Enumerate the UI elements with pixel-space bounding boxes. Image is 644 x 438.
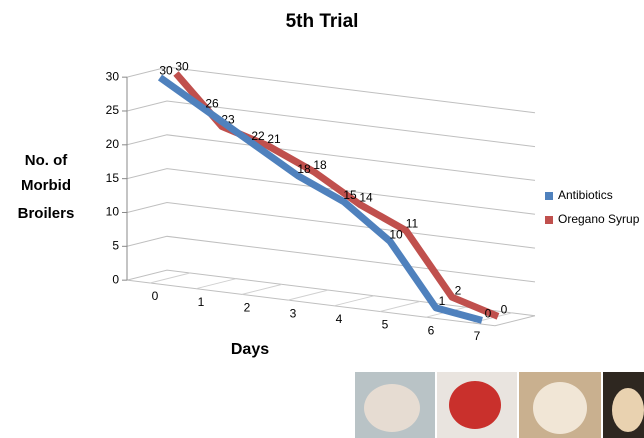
data-label: 10	[389, 228, 403, 242]
y-tick-label: 25	[106, 103, 120, 117]
x-tick-label: 4	[336, 312, 343, 326]
floor-grid	[380, 302, 420, 312]
floor-grid	[150, 273, 190, 283]
data-label: 2	[455, 283, 462, 297]
x-tick-label: 7	[474, 329, 481, 343]
data-label: 1	[439, 294, 446, 308]
data-label: 18	[297, 162, 311, 176]
y-tick-label: 30	[106, 69, 120, 83]
photo-detail	[364, 384, 420, 432]
legend-swatch	[545, 216, 553, 224]
x-tick-label: 1	[198, 295, 205, 309]
floor-grid	[196, 279, 236, 289]
legend-label: Oregano Syrup	[558, 212, 640, 226]
data-label: 22	[251, 129, 265, 143]
x-tick-label: 5	[382, 318, 389, 332]
floor-grid	[334, 296, 374, 306]
y-tick-label: 10	[106, 205, 120, 219]
floor-grid	[288, 290, 328, 300]
grid-line	[127, 236, 535, 282]
data-label: 14	[359, 191, 373, 205]
series-line	[160, 78, 482, 321]
data-label: 0	[485, 307, 492, 321]
data-label: 30	[159, 64, 173, 78]
data-label: 11	[406, 217, 419, 231]
floor-grid	[242, 284, 282, 294]
y-axis-label: No. of	[25, 152, 68, 169]
y-tick-label: 0	[112, 272, 119, 286]
photo-detail	[449, 381, 501, 429]
data-label: 26	[205, 96, 219, 110]
grid-line	[127, 135, 535, 181]
chart: 5th Trial No. of Morbid Broilers Days 0 5…	[0, 0, 644, 438]
photo-detail	[533, 382, 587, 434]
grid-line	[127, 101, 535, 147]
x-tick-label: 0	[152, 289, 159, 303]
data-label: 21	[267, 132, 281, 146]
data-label: 15	[343, 188, 357, 202]
data-label: 0	[501, 303, 508, 317]
legend-swatch	[545, 192, 553, 200]
y-axis-label: Morbid	[21, 177, 71, 194]
data-label: 30	[175, 60, 189, 74]
chart-title: 5th Trial	[286, 11, 359, 32]
y-tick-label: 15	[106, 171, 120, 185]
x-tick-label: 2	[244, 301, 251, 315]
photo-detail	[612, 388, 644, 432]
y-tick-label: 5	[112, 238, 119, 252]
photos	[355, 372, 644, 438]
data-label: 18	[313, 158, 327, 172]
page: 5th Trial No. of Morbid Broilers Days 0 5…	[0, 0, 644, 438]
grid-line	[127, 202, 535, 248]
y-axis-label: Broilers	[18, 205, 75, 222]
y-tick-label: 20	[106, 137, 120, 151]
x-tick-label: 6	[428, 323, 435, 337]
x-tick-label: 3	[290, 306, 297, 320]
x-axis-label: Days	[231, 341, 269, 358]
legend-label: Antibiotics	[558, 188, 613, 202]
